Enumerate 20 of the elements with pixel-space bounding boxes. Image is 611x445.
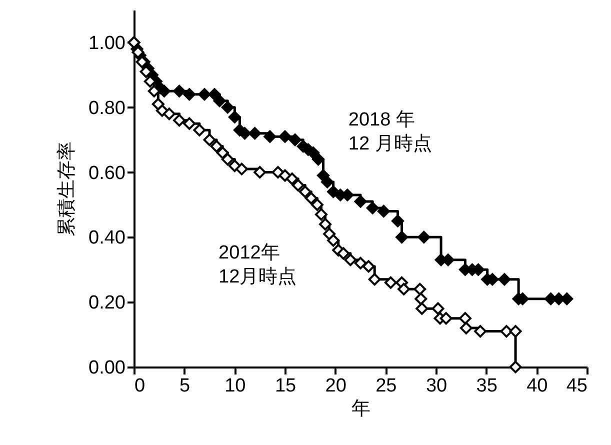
x-tick-label: 10 xyxy=(224,376,246,396)
y-tick-label: 0.60 xyxy=(88,162,126,184)
x-tick-label: 35 xyxy=(476,376,498,396)
x-tick-label: 40 xyxy=(526,376,548,396)
y-tick-label: 0.20 xyxy=(88,292,126,314)
y-axis-title: 累積生存率 xyxy=(56,142,78,236)
y-tick-label: 0.00 xyxy=(88,358,126,378)
x-axis-title: 年 xyxy=(352,398,370,420)
series-label: 2018 年 12 月時点 xyxy=(348,110,432,155)
x-tick-label: 20 xyxy=(325,376,346,396)
x-tick-label: 0 xyxy=(134,376,146,396)
series-label: 2012年 12月時点 xyxy=(218,242,297,288)
x-tick-label: 25 xyxy=(376,376,397,396)
x-tick-label: 30 xyxy=(426,376,448,396)
x-tick-label: 15 xyxy=(274,376,296,396)
y-tick-label: 0.80 xyxy=(88,98,126,119)
y-tick-label: 0.40 xyxy=(88,228,126,249)
y-tick-label: 1.00 xyxy=(88,32,126,54)
x-tick-label: 45 xyxy=(566,376,588,396)
x-tick-label: 5 xyxy=(180,376,190,396)
